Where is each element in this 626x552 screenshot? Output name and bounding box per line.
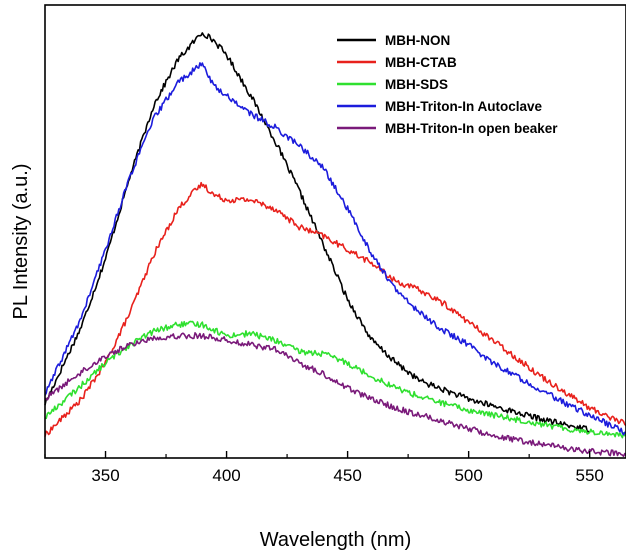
plot-frame xyxy=(44,4,626,459)
x-tick-label: 550 xyxy=(576,466,604,485)
legend-label-3: MBH-SDS xyxy=(385,77,448,92)
x-tick-label: 450 xyxy=(333,466,361,485)
series-line-5 xyxy=(44,332,626,458)
legend-label-5: MBH-Triton-In open beaker xyxy=(385,121,558,136)
x-tick-label: 400 xyxy=(212,466,240,485)
x-tick-label: 500 xyxy=(454,466,482,485)
series-line-2 xyxy=(44,181,626,437)
x-tick-label: 350 xyxy=(91,466,119,485)
x-axis-title: Wavelength (nm) xyxy=(260,529,412,551)
y-axis-title: PL Intensity (a.u.) xyxy=(10,164,32,320)
legend-label-1: MBH-NON xyxy=(385,33,450,48)
legend-label-4: MBH-Triton-In Autoclave xyxy=(385,99,542,114)
legend: MBH-NON MBH-CTAB MBH-SDS MBH-Triton-In Auto… xyxy=(337,33,558,136)
series-line-3 xyxy=(45,320,626,439)
series-line-4 xyxy=(44,62,626,436)
plot-lines xyxy=(44,32,626,458)
legend-label-2: MBH-CTAB xyxy=(385,55,457,70)
x-axis-ticks: 350 400 450 500 550 xyxy=(44,451,604,485)
